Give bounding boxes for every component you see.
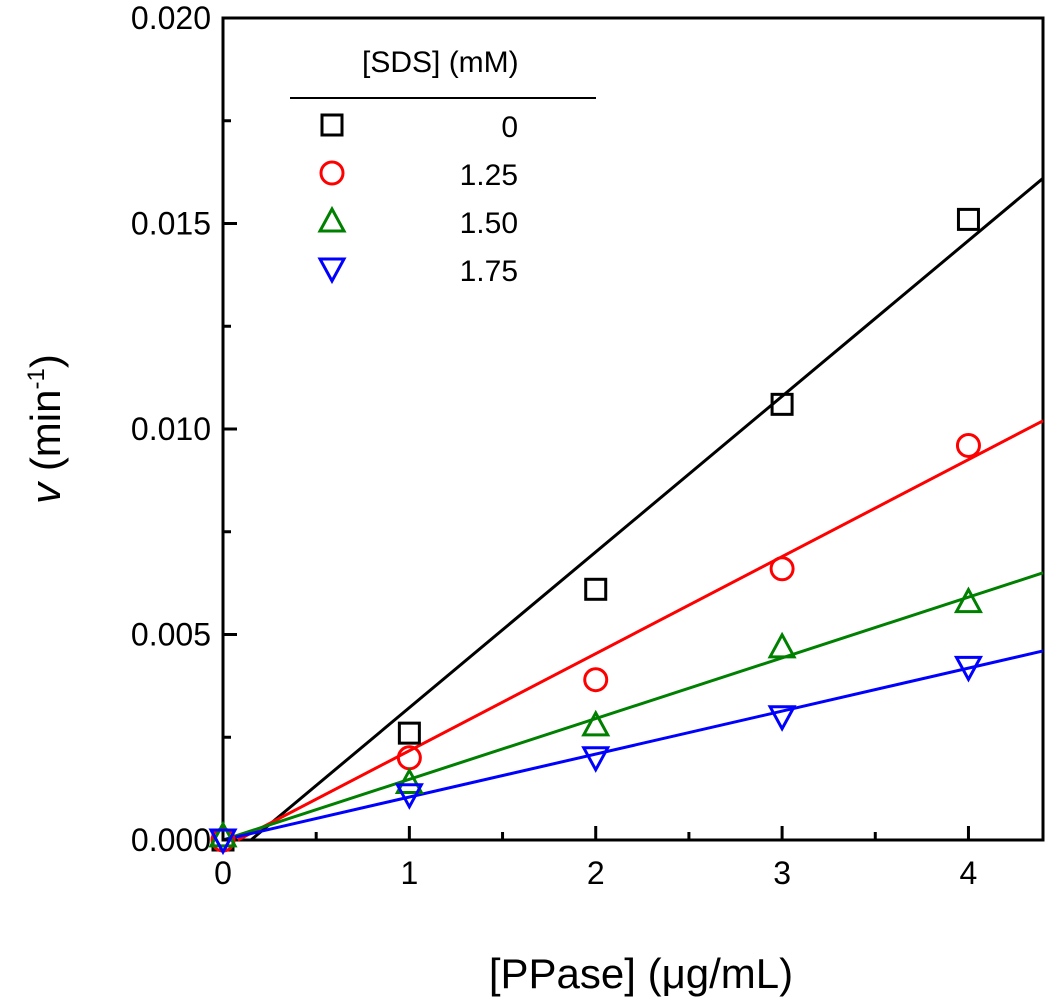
y-ticks: 0.000 0.005 0.010 0.015 0.020 bbox=[131, 0, 237, 858]
legend-label-series-2: 1.50 bbox=[460, 207, 518, 240]
y-axis-unit-close: ) bbox=[22, 354, 69, 368]
y-tick-label: 0.015 bbox=[131, 206, 211, 242]
y-axis-symbol: v bbox=[22, 480, 69, 504]
data-point-series-2 bbox=[767, 631, 797, 659]
x-axis-title: [PPase] (μg/mL) bbox=[489, 950, 793, 997]
data-point-series-3 bbox=[394, 783, 424, 810]
legend-marker-series-0 bbox=[320, 113, 344, 137]
x-tick-label: 1 bbox=[400, 855, 418, 891]
data-point-series-0 bbox=[956, 207, 980, 231]
y-tick-label: 0.010 bbox=[131, 411, 211, 447]
data-point-series-2 bbox=[581, 709, 611, 737]
x-tick-label: 0 bbox=[214, 855, 232, 891]
legend-label-series-0: 0 bbox=[501, 111, 518, 144]
fit-line-series-0 bbox=[249, 177, 1044, 842]
legend-title: [SDS] (mM) bbox=[362, 46, 519, 79]
y-tick-label: 0.000 bbox=[131, 822, 211, 858]
data-point-series-3 bbox=[581, 746, 611, 773]
legend-marker-series-1 bbox=[319, 160, 345, 186]
x-ticks: 0 1 2 3 4 bbox=[214, 826, 977, 891]
markers bbox=[208, 207, 983, 856]
data-point-series-0 bbox=[584, 577, 608, 601]
data-point-series-1 bbox=[769, 556, 795, 582]
x-tick-label: 4 bbox=[960, 855, 978, 891]
fit-line-series-2 bbox=[222, 571, 1044, 842]
y-axis-title: v (min-1) bbox=[22, 354, 69, 504]
data-point-series-1 bbox=[583, 667, 609, 693]
fit-line-series-1 bbox=[237, 419, 1044, 842]
legend-marker-series-2 bbox=[317, 205, 347, 233]
legend: [SDS] (mM) 0 1.25 1.50 1.75 bbox=[290, 46, 596, 288]
legend-label-series-1: 1.25 bbox=[460, 159, 518, 192]
y-axis-unit-open: (min bbox=[22, 390, 69, 483]
plot-frame bbox=[221, 16, 1045, 842]
fit-line-series-3 bbox=[222, 649, 1044, 842]
legend-marker-series-3 bbox=[317, 257, 347, 285]
data-point-series-1 bbox=[955, 432, 981, 458]
x-tick-label: 3 bbox=[773, 855, 791, 891]
data-point-series-0 bbox=[770, 392, 794, 416]
data-point-series-3 bbox=[767, 705, 797, 732]
data-point-series-0 bbox=[397, 721, 421, 745]
data-point-series-2 bbox=[953, 586, 983, 614]
data-point-series-2 bbox=[208, 820, 238, 848]
x-tick-label: 2 bbox=[587, 855, 605, 891]
data-point-series-3 bbox=[953, 655, 983, 683]
y-tick-label: 0.005 bbox=[131, 617, 211, 653]
y-axis-unit-exp: -1 bbox=[23, 368, 50, 389]
data-point-series-3 bbox=[208, 828, 238, 856]
legend-label-series-3: 1.75 bbox=[460, 255, 518, 288]
fit-lines bbox=[222, 177, 1044, 842]
y-tick-label: 0.020 bbox=[131, 0, 211, 36]
data-point-series-2 bbox=[394, 767, 424, 794]
